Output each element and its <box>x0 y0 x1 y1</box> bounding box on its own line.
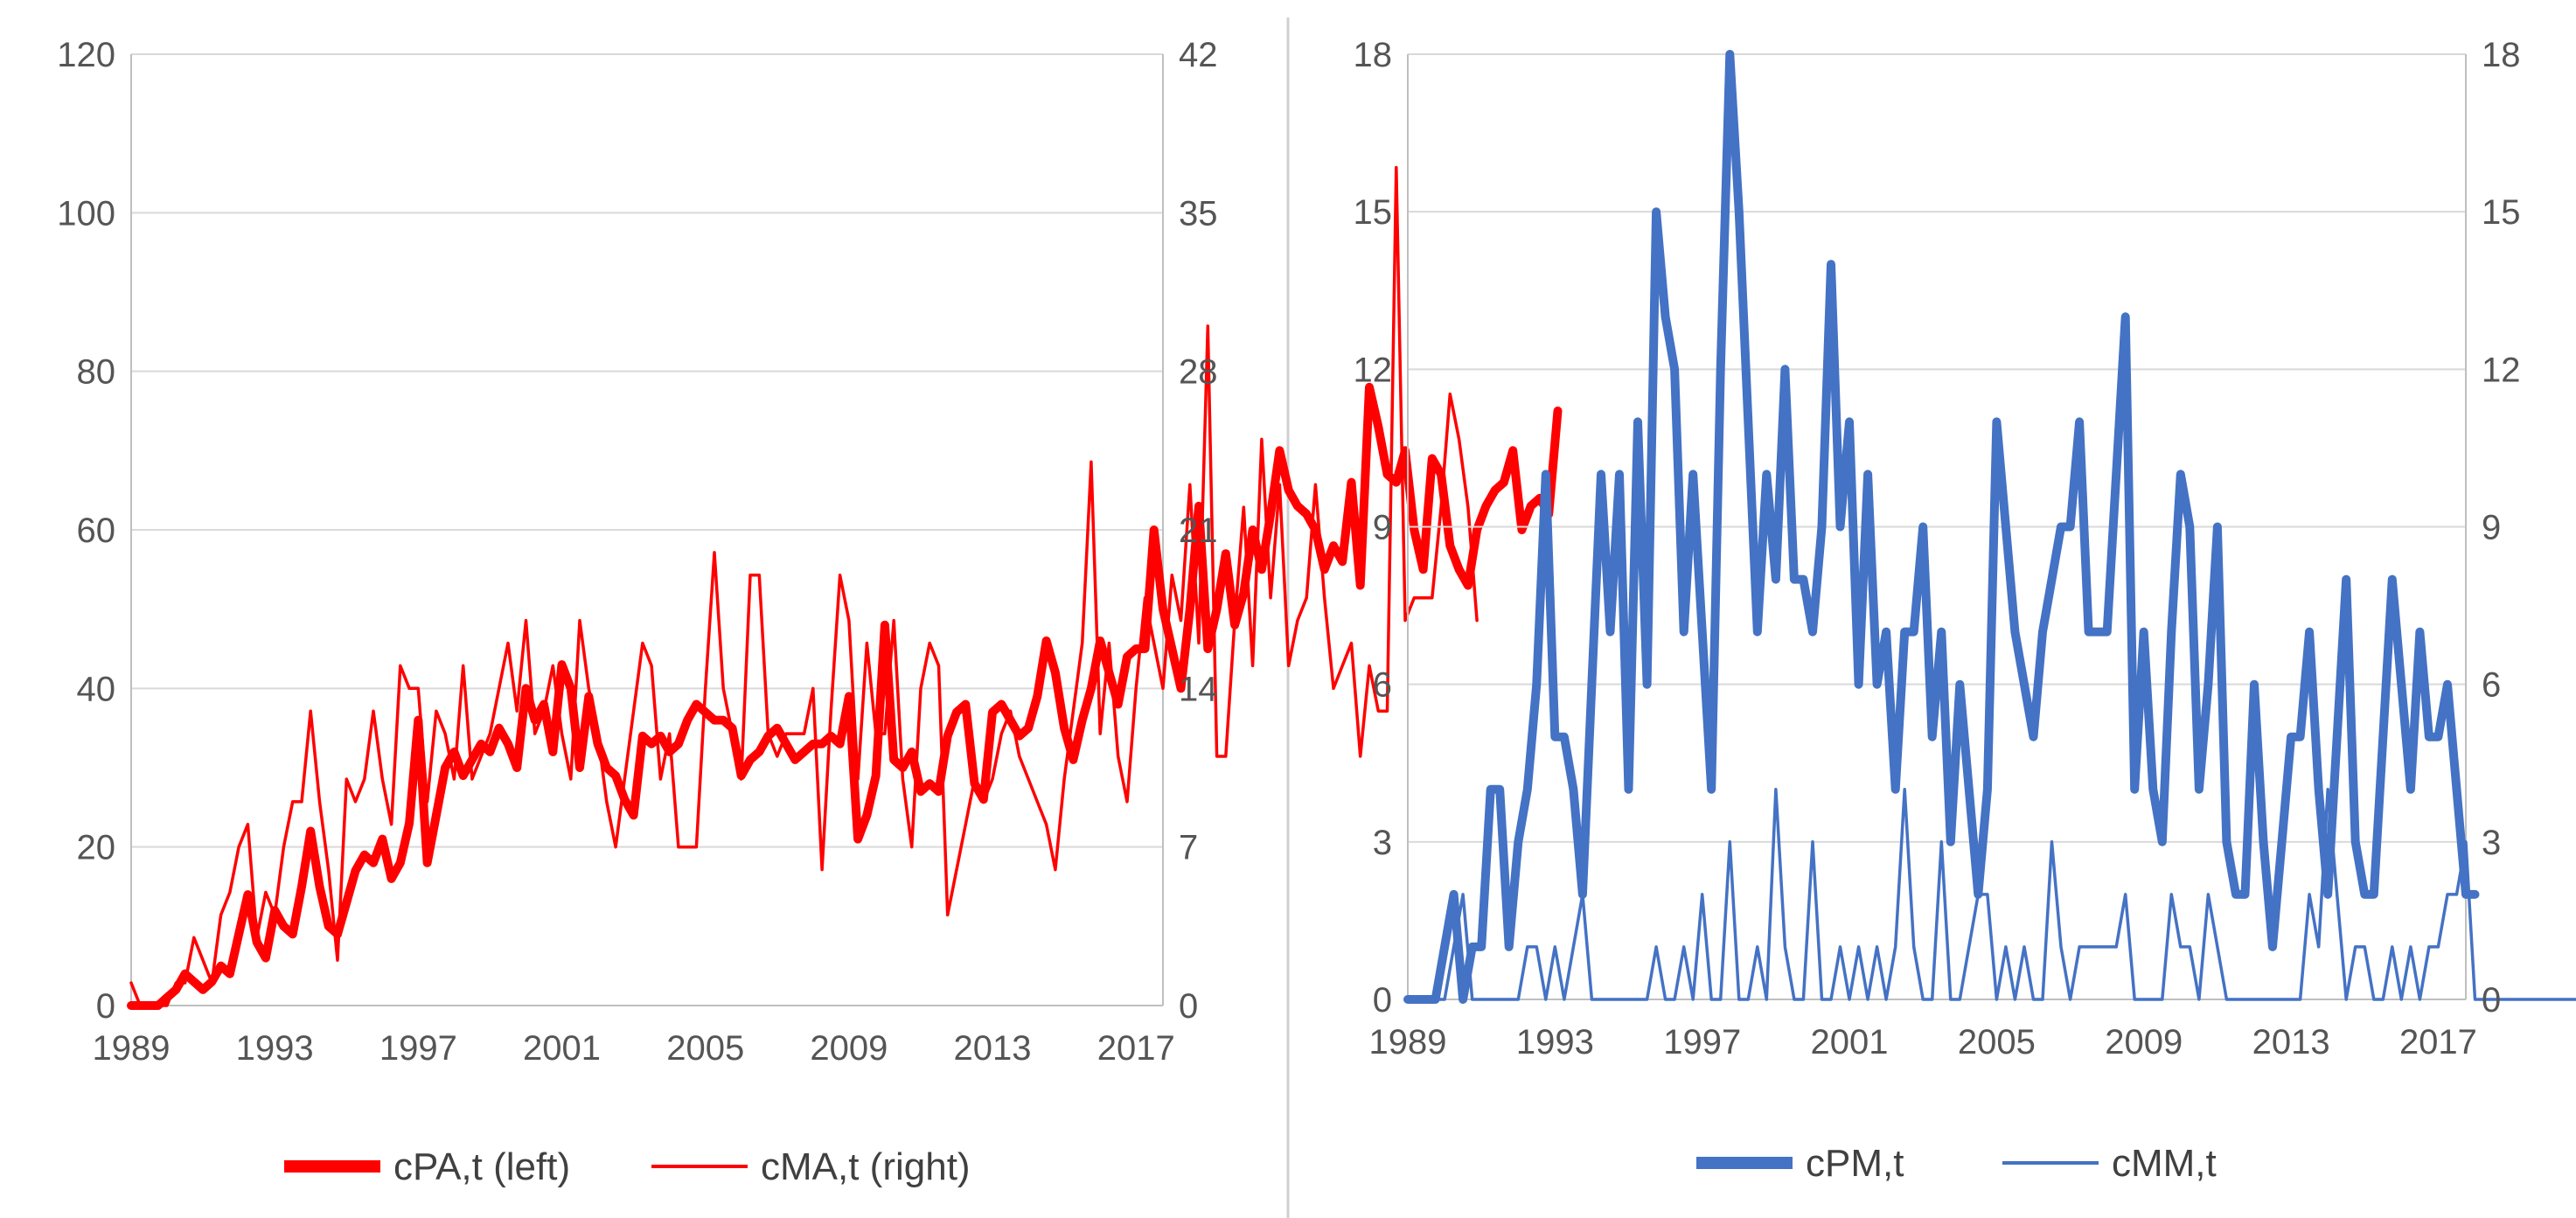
y-right-tick-label: 12 <box>2482 351 2521 389</box>
y-right-tick-label: 28 <box>1179 353 1218 392</box>
legend-label-cpa: cPA,t (left) <box>393 1145 570 1188</box>
right-panel: 0 0 3 3 6 6 9 9 12 12 15 15 18 18 1989 1993 1997 2001 2005… <box>1354 36 2576 1185</box>
y-left-tick-label: 6 <box>1373 666 1392 705</box>
left-series <box>127 165 1563 1010</box>
right-legend: cPM,t cMM,t <box>1696 1142 2217 1185</box>
y-left-tick-label: 120 <box>57 36 115 74</box>
y-right-tick-label: 6 <box>2482 666 2501 705</box>
series-line-cpm <box>1403 50 2480 1004</box>
x-tick-label: 2009 <box>2105 1023 2183 1061</box>
left-axes <box>130 54 1164 1006</box>
y-right-tick-label: 0 <box>2482 981 2501 1020</box>
y-right-tick-label: 9 <box>2482 509 2501 547</box>
y-left-tick-label: 15 <box>1354 193 1393 232</box>
y-left-tick-label: 18 <box>1354 36 1393 74</box>
x-tick-label: 2005 <box>666 1029 744 1068</box>
x-tick-label: 2009 <box>810 1029 888 1068</box>
x-tick-label: 1993 <box>1516 1023 1594 1061</box>
x-tick-label: 1997 <box>379 1029 457 1068</box>
series-line-cmm <box>1406 788 2576 1001</box>
y-left-tick-label: 100 <box>57 194 115 233</box>
right-tick-labels: 0 0 3 3 6 6 9 9 12 12 15 15 18 18 1989 1993 1997 2001 2005… <box>1354 36 2521 1061</box>
y-left-tick-label: 20 <box>77 829 116 867</box>
y-left-tick-label: 40 <box>77 670 116 708</box>
y-left-tick-label: 9 <box>1373 509 1392 547</box>
y-left-tick-label: 60 <box>77 512 116 550</box>
y-right-tick-label: 42 <box>1179 36 1218 74</box>
x-tick-label: 1997 <box>1663 1023 1741 1061</box>
x-tick-label: 1989 <box>1369 1023 1447 1061</box>
series-line-cma <box>129 165 1479 1007</box>
x-tick-label: 1989 <box>93 1029 171 1068</box>
x-tick-label: 2017 <box>1097 1029 1175 1068</box>
y-right-tick-label: 18 <box>2482 36 2521 74</box>
y-left-tick-label: 0 <box>96 987 115 1026</box>
x-tick-label: 1993 <box>236 1029 314 1068</box>
x-tick-label: 2005 <box>1958 1023 2036 1061</box>
y-right-tick-label: 3 <box>2482 824 2501 862</box>
y-right-tick-label: 0 <box>1179 987 1198 1026</box>
x-tick-label: 2017 <box>2399 1023 2477 1061</box>
left-gridlines <box>131 53 1163 848</box>
legend-label-cma: cMA,t (right) <box>761 1145 971 1188</box>
legend-label-cpm: cPM,t <box>1806 1142 1904 1185</box>
series-line-cpa <box>127 382 1563 1010</box>
y-right-tick-label: 35 <box>1179 194 1218 233</box>
y-right-tick-label: 21 <box>1179 512 1218 550</box>
y-left-tick-label: 3 <box>1373 824 1392 862</box>
legend-label-cmm: cMM,t <box>2112 1142 2217 1185</box>
y-left-tick-label: 12 <box>1354 351 1393 389</box>
x-tick-label: 2001 <box>1811 1023 1889 1061</box>
y-right-tick-label: 7 <box>1179 829 1198 867</box>
right-series <box>1403 50 2576 1004</box>
x-tick-label: 2013 <box>2252 1023 2330 1061</box>
left-legend: cPA,t (left) cMA,t (right) <box>284 1145 971 1188</box>
y-right-tick-label: 15 <box>2482 193 2521 232</box>
y-left-tick-label: 0 <box>1373 981 1392 1020</box>
left-tick-labels: 0 0 20 7 40 14 60 21 80 28 100 35 120 42 1989 1993 1997 2… <box>57 36 1217 1068</box>
x-tick-label: 2001 <box>523 1029 601 1068</box>
x-tick-label: 2013 <box>954 1029 1032 1068</box>
y-right-tick-label: 14 <box>1179 670 1218 708</box>
y-left-tick-label: 80 <box>77 353 116 392</box>
